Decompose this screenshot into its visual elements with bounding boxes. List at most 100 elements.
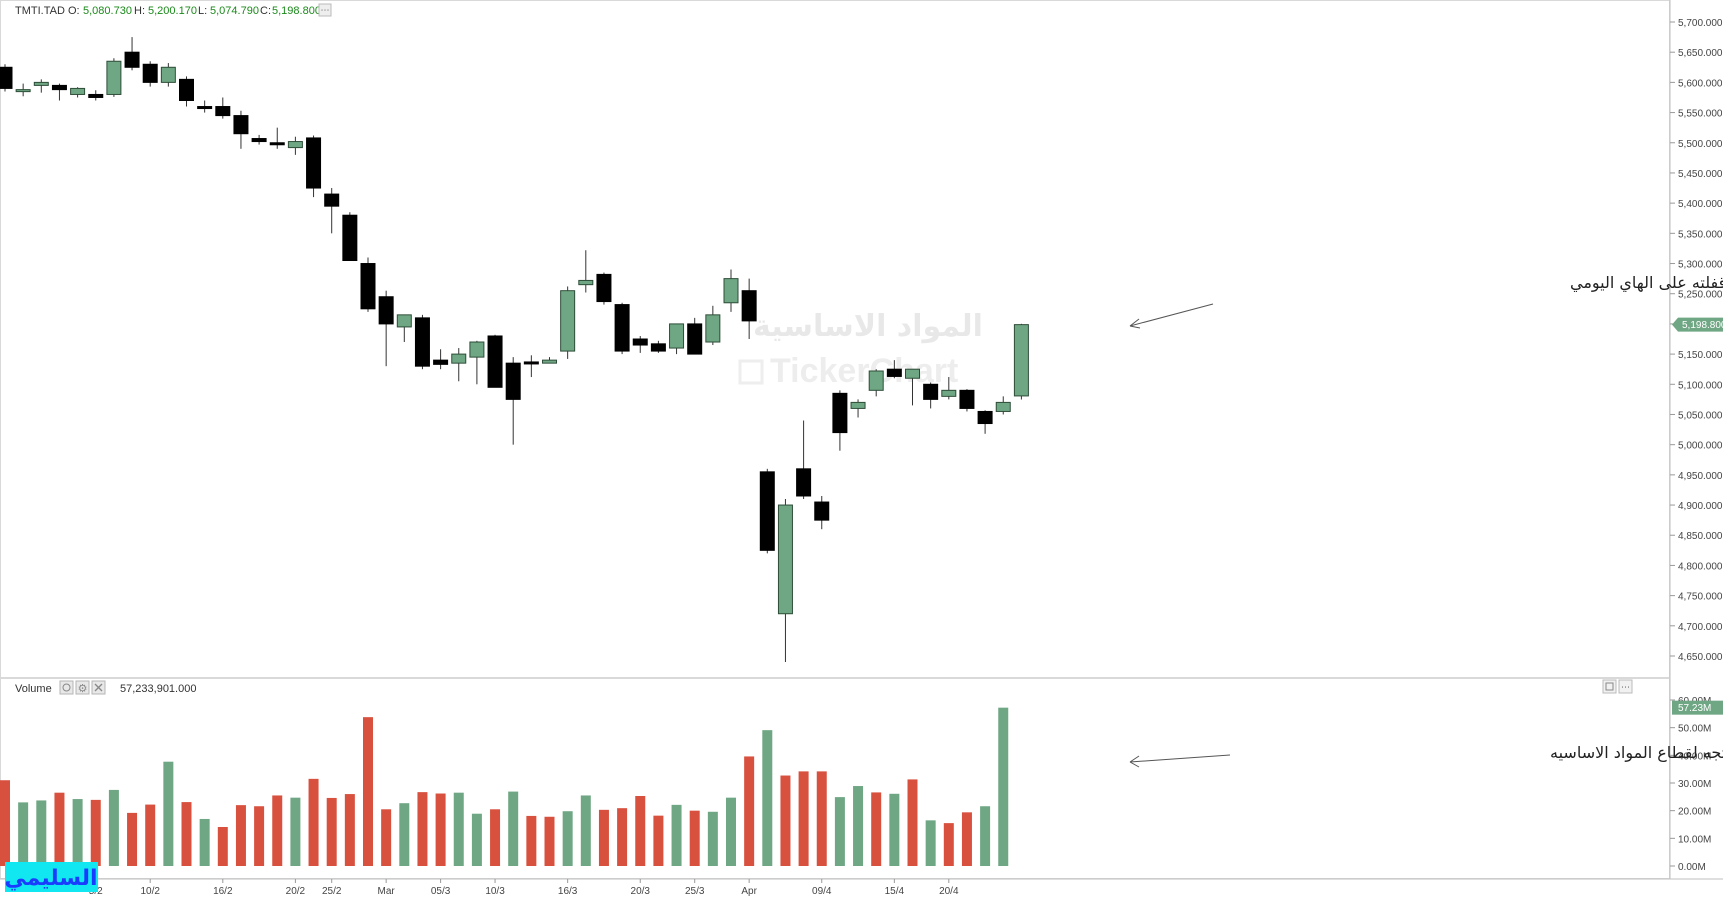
last-price-text: 5,198.800: [1682, 320, 1723, 331]
x-tick-label: 10/3: [485, 886, 505, 897]
volume-bar: [689, 810, 700, 866]
candle: [106, 58, 122, 97]
candle-body-down: [487, 335, 503, 388]
volume-tick-label: 40.00M: [1678, 751, 1711, 762]
price-annotation: زخم السيوله التي اتجهت للقطاع اقفلته على…: [1570, 273, 1723, 293]
volume-axis-ticks: 60.00M50.00M40.00M30.00M20.00M10.00M0.00…: [1670, 696, 1711, 873]
candle: [596, 272, 612, 305]
candle: [759, 468, 775, 554]
price-panel-frame: [0, 0, 1670, 678]
legend-menu-icon[interactable]: ⋯: [318, 3, 332, 17]
volume-bar: [544, 816, 555, 866]
candle: [378, 290, 394, 367]
volume-bar: [726, 797, 736, 866]
candle-body-down: [433, 359, 449, 365]
volume-bar: [290, 797, 301, 866]
candle: [650, 340, 666, 353]
candle-body-down: [414, 317, 430, 367]
candle-body-down: [832, 392, 848, 434]
x-tick-label: 10/2: [140, 886, 160, 897]
price-axis-ticks: 5,700.000 5,650.000 5,600.000 5,550.000 5,50…: [1670, 18, 1723, 663]
watermark-logo-icon: [738, 359, 764, 385]
candle-body-up: [542, 359, 557, 364]
candle-body-down: [505, 362, 521, 400]
candle-body-down: [306, 137, 322, 189]
last-volume-text: 57.23M: [1678, 703, 1711, 714]
candle: [396, 314, 412, 343]
price-tick-label: 5,300.000: [1678, 260, 1723, 271]
ohlc-legend: TMTI.TAD O: 5,080.730 H: 5,200.170 L: 5,…: [15, 5, 321, 17]
price-tick-label: 5,150.000: [1678, 350, 1723, 361]
price-tick-label: 5,100.000: [1678, 380, 1723, 391]
volume-close-icon[interactable]: [91, 680, 106, 695]
x-tick-label: 05/3: [431, 886, 451, 897]
candle-body-down: [614, 304, 630, 352]
volume-tick-label: 50.00M: [1678, 724, 1711, 735]
volume-tick-label: 20.00M: [1678, 807, 1711, 818]
volume-bar: [526, 815, 537, 866]
volume-bar: [399, 803, 410, 866]
candle-body-up: [669, 323, 685, 349]
candle-body-down: [88, 93, 104, 98]
close-value: 5,198.800: [272, 5, 321, 17]
candle-body-down: [596, 273, 612, 303]
candle-body-up: [905, 368, 920, 379]
last-volume-tag: 57.23M: [1672, 700, 1723, 715]
candle: [414, 314, 430, 370]
volume-bar: [853, 786, 864, 866]
volume-visibility-icon[interactable]: [59, 680, 74, 695]
volume-bar: [907, 779, 918, 866]
x-tick-label: Mar: [378, 886, 396, 897]
volume-bar: [580, 795, 591, 866]
volume-bar: [562, 811, 573, 866]
candle-body-up: [995, 401, 1011, 412]
candle-body-down: [233, 115, 249, 135]
candle: [905, 368, 920, 406]
volume-bar: [508, 791, 519, 866]
price-tick-label: 5,600.000: [1678, 78, 1723, 89]
price-tick-label: 4,950.000: [1678, 471, 1723, 482]
candle: [560, 286, 576, 359]
candle-body-down: [959, 389, 975, 409]
candle-body-down: [324, 193, 340, 207]
price-tick-label: 4,750.000: [1678, 592, 1723, 603]
candle-body-up: [396, 314, 412, 328]
candle-body-down: [632, 338, 648, 346]
candle: [505, 357, 521, 445]
volume-bar: [889, 793, 900, 866]
price-tick-label: 5,500.000: [1678, 139, 1723, 150]
candle-body-down: [741, 290, 757, 322]
high-value: 5,200.170: [148, 5, 197, 17]
candle-body-down: [342, 214, 358, 262]
volume-bar: [961, 812, 972, 866]
volume-bar: [54, 792, 65, 866]
candle-body-up: [287, 141, 303, 149]
candle-body-up: [723, 278, 739, 304]
candle: [632, 335, 648, 353]
panel-maximize-icon[interactable]: [1602, 679, 1617, 694]
candle: [15, 83, 31, 97]
candle: [886, 360, 902, 379]
candle: [33, 79, 49, 93]
candle: [70, 87, 86, 98]
x-tick-label: 20/3: [631, 886, 651, 897]
candle-body-down: [886, 368, 902, 377]
candle: [796, 420, 812, 500]
candle-body-up: [777, 504, 793, 615]
panel-menu-icon[interactable]: ⋯: [1618, 679, 1633, 694]
candle-body-down: [814, 501, 830, 521]
candle: [777, 499, 793, 663]
candle: [578, 250, 594, 293]
volume-settings-icon[interactable]: ⚙: [75, 680, 90, 695]
symbol-label: TMTI.TAD: [15, 5, 65, 17]
candle: [269, 127, 285, 149]
candle: [542, 357, 557, 364]
volume-tick-label: 30.00M: [1678, 779, 1711, 790]
candle: [723, 269, 739, 312]
volume-bar: [163, 761, 174, 866]
candle-body-down: [650, 343, 666, 352]
svg-text:⋯: ⋯: [321, 5, 330, 15]
candle-body-down: [360, 263, 376, 310]
candle: [0, 64, 13, 92]
